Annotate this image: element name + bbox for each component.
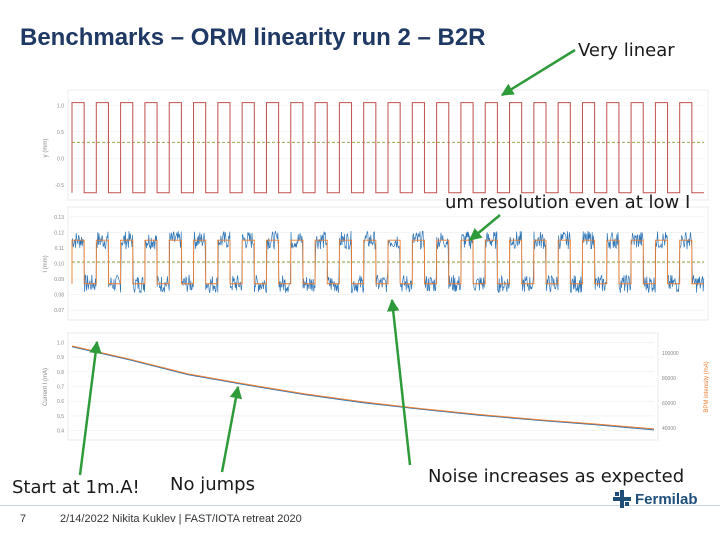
chart-1-ylabel: y (mm) <box>43 139 49 158</box>
chart-2-grid <box>70 216 704 311</box>
footer-divider <box>0 505 720 506</box>
chart-2-noisy-wave: 0.13 0.12 0.11 0.10 0.09 0.08 0.07 I (mm) <box>43 206 709 321</box>
chart-3-ylabel: Current I (mA) <box>43 368 49 406</box>
chart-1-tick-label: 1.0 <box>57 103 64 109</box>
chart-2-tick-label: 0.13 <box>54 215 64 221</box>
chart-2-tick-label: 0.08 <box>54 293 64 299</box>
chart-3-ylabel-right: BPM intensity (mA) <box>704 361 710 412</box>
chart-3-current-decay: 1.0 0.9 0.8 0.7 0.6 0.5 0.4 100000 80000 60000 40… <box>43 332 710 441</box>
chart-3-series-intensity <box>71 345 655 430</box>
chart-1-tick-label: -0.5 <box>55 183 64 189</box>
chart-3-right-tick-label: 40000 <box>662 426 676 432</box>
chart-3-tick-labels: 1.0 0.9 0.8 0.7 0.6 0.5 0.4 <box>57 340 64 434</box>
chart-1-grid <box>70 104 704 186</box>
chart-2-mean-line <box>71 239 704 285</box>
chart-3-right-tick-label: 80000 <box>662 376 676 382</box>
slide-title: Benchmarks – ORM linearity run 2 – B2R <box>20 24 486 51</box>
footer-text: 2/14/2022 Nikita Kuklev | FAST/IOTA retr… <box>60 513 302 525</box>
annotation-very-linear: Very linear <box>578 40 675 61</box>
chart-2-tick-label: 0.07 <box>54 308 64 314</box>
annotation-noise: Noise increases as expected <box>428 466 685 487</box>
chart-3-tick-label: 0.9 <box>57 355 64 361</box>
arrow-start <box>78 340 102 476</box>
chart-3-series-current <box>71 346 655 431</box>
chart-3-right-tick-labels: 100000 80000 60000 40000 <box>662 351 679 432</box>
chart-2-ylabel: I (mm) <box>43 255 49 272</box>
chart-1-tick-label: 0.5 <box>57 130 64 136</box>
arrow-noise <box>387 298 412 466</box>
chart-3-tick-label: 0.5 <box>57 414 64 420</box>
chart-3-right-tick-label: 100000 <box>662 351 679 357</box>
fermilab-logo-text: Fermilab <box>635 490 698 508</box>
chart-3-tick-label: 0.4 <box>57 429 64 435</box>
chart-1-series-line <box>71 102 704 194</box>
chart-3-tick-label: 1.0 <box>57 340 64 346</box>
annotation-start: Start at 1m.A! <box>12 477 140 498</box>
chart-3-tick-label: 0.6 <box>57 399 64 405</box>
chart-2-tick-label: 0.12 <box>54 230 64 236</box>
annotation-um-resolution: um resolution even at low I <box>445 192 691 213</box>
chart-2-tick-labels: 0.13 0.12 0.11 0.10 0.09 0.08 0.07 <box>54 215 64 314</box>
annotation-arrows <box>78 48 576 476</box>
fermilab-logo: Fermilab <box>613 490 698 508</box>
fermilab-logo-icon <box>613 490 631 508</box>
page-number: 7 <box>20 513 27 525</box>
chart-3-right-tick-label: 60000 <box>662 401 676 407</box>
chart-1-square-wave: 1.0 0.5 0.0 -0.5 y (mm) <box>43 89 709 201</box>
chart-3-grid <box>70 342 654 431</box>
arrow-um-resolution <box>469 214 501 241</box>
chart-3-tick-label: 0.7 <box>57 385 64 391</box>
chart-2-frame <box>67 206 709 321</box>
chart-1-tick-label: 0.0 <box>57 156 64 162</box>
chart-2-tick-label: 0.09 <box>54 277 64 283</box>
chart-1-tick-labels: 1.0 0.5 0.0 -0.5 <box>55 103 64 189</box>
chart-2-tick-label: 0.11 <box>55 246 65 252</box>
chart-2-tick-label: 0.10 <box>54 262 64 268</box>
chart-3-tick-label: 0.8 <box>57 370 64 376</box>
arrow-very-linear <box>500 48 576 97</box>
chart-3-frame <box>67 332 659 441</box>
chart-1-frame <box>67 89 709 201</box>
annotation-no-jumps: No jumps <box>170 474 255 495</box>
arrow-no-jumps <box>220 385 243 473</box>
